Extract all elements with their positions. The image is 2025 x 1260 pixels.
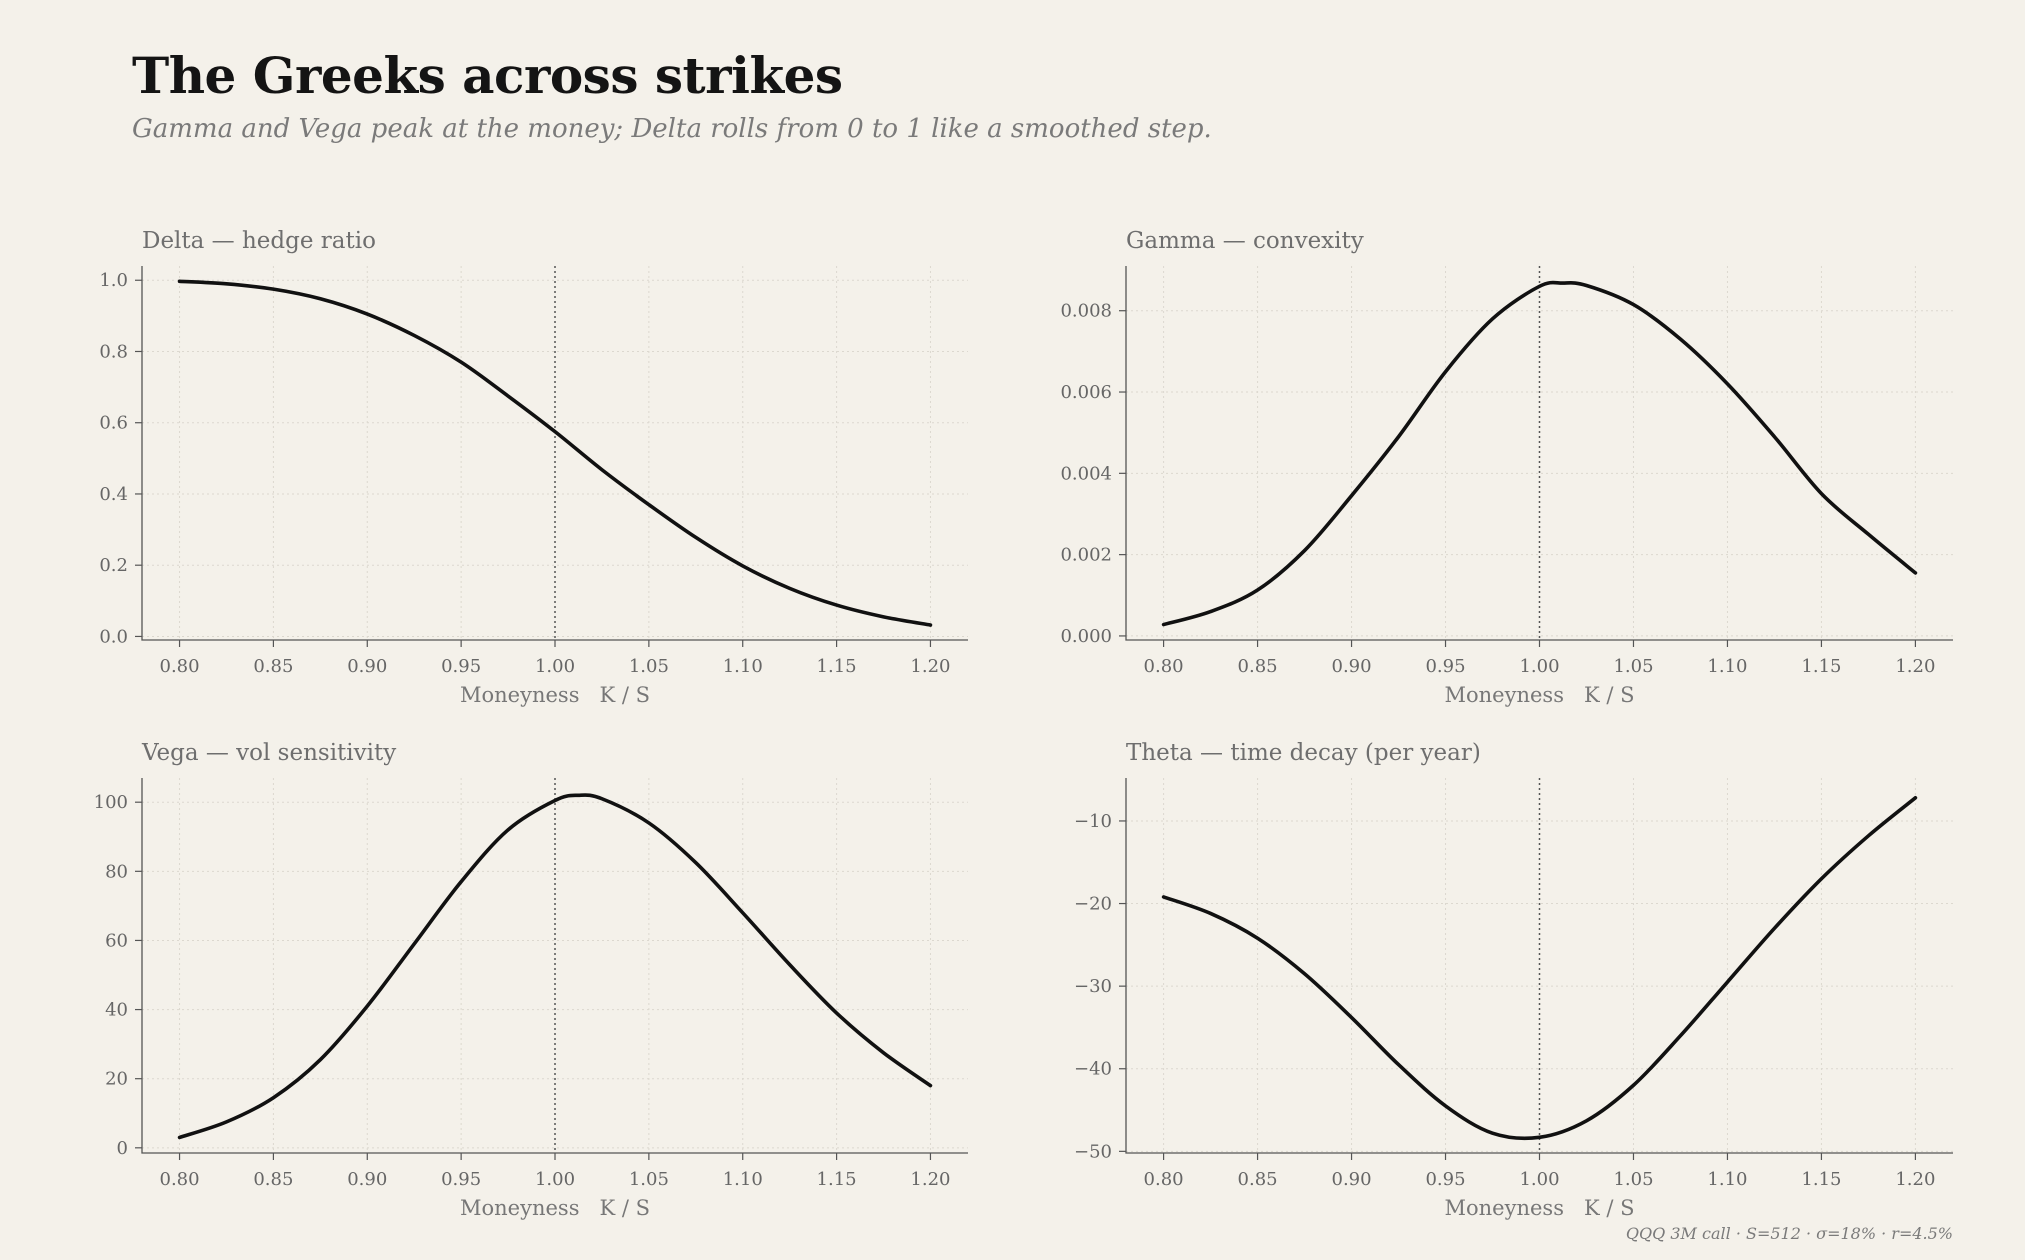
theta-x-axis-label: Moneyness K / S — [1445, 1196, 1635, 1220]
gamma-x-tick-label: 1.05 — [1613, 656, 1653, 677]
theta-x-tick-label: 1.15 — [1801, 1169, 1841, 1190]
gamma-y-tick-label: 0.008 — [1060, 301, 1112, 322]
delta-panel: Delta — hedge ratio 0.80 0.85 0.90 0.95 1.00 1… — [99, 228, 968, 707]
page-title: The Greeks across strikes — [132, 46, 843, 105]
vega-x-tick-label: 0.85 — [253, 1169, 293, 1190]
gamma-y-tick-label: 0.000 — [1060, 626, 1112, 647]
theta-x-tick-label: 1.10 — [1707, 1169, 1747, 1190]
gamma-x-tick-label: 0.90 — [1332, 656, 1372, 677]
theta-x-tick-label: 1.05 — [1613, 1169, 1653, 1190]
vega-x-tick-label: 1.05 — [629, 1169, 669, 1190]
delta-y-tick-label: 0.2 — [99, 555, 128, 576]
delta-axes — [141, 266, 968, 641]
gamma-series-line — [1161, 280, 1918, 627]
delta-x-tick-label: 0.90 — [347, 656, 387, 677]
theta-x-tick-label: 1.00 — [1519, 1169, 1559, 1190]
vega-axes — [141, 778, 968, 1154]
theta-x-tick-label: 0.85 — [1238, 1169, 1278, 1190]
vega-x-tick-label: 1.10 — [723, 1169, 763, 1190]
theta-panel: Theta — time decay (per year) 0.80 0.85 0.9… — [1074, 740, 1953, 1220]
delta-y-tick-label: 0.0 — [99, 626, 128, 647]
vega-y-tick-label: 20 — [105, 1069, 128, 1090]
vega-x-tick-label: 1.15 — [817, 1169, 857, 1190]
theta-y-tick-label: −20 — [1074, 894, 1112, 915]
vega-x-tick-label: 0.80 — [160, 1169, 200, 1190]
delta-x-tick-label: 0.80 — [160, 656, 200, 677]
delta-x-tick-label: 1.20 — [910, 656, 950, 677]
theta-x-tick-label: 1.20 — [1895, 1169, 1935, 1190]
delta-x-tick-label: 0.95 — [441, 656, 481, 677]
gamma-x-tick-label: 0.95 — [1425, 656, 1465, 677]
delta-series-line — [177, 279, 933, 627]
delta-x-tick-label: 1.00 — [535, 656, 575, 677]
delta-y-tick-label: 0.8 — [99, 341, 128, 362]
delta-panel-title: Delta — hedge ratio — [142, 228, 376, 254]
gamma-x-axis-label: Moneyness K / S — [1445, 683, 1635, 707]
gamma-y-tick-label: 0.006 — [1060, 382, 1112, 403]
vega-x-tick-label: 0.90 — [347, 1169, 387, 1190]
delta-x-tick-label: 1.05 — [629, 656, 669, 677]
gamma-y-tick-label: 0.002 — [1060, 545, 1112, 566]
delta-x-axis-label: Moneyness K / S — [460, 683, 650, 707]
vega-y-tick-label: 0 — [117, 1138, 128, 1159]
gamma-y-tick-label: 0.004 — [1060, 463, 1112, 484]
vega-x-tick-label: 1.00 — [535, 1169, 575, 1190]
theta-y-tick-label: −40 — [1074, 1059, 1112, 1080]
gamma-x-tick-label: 1.20 — [1895, 656, 1935, 677]
gamma-x-tick-label: 1.00 — [1519, 656, 1559, 677]
delta-y-tick-label: 1.0 — [99, 270, 128, 291]
vega-y-tick-label: 40 — [105, 1000, 128, 1021]
vega-y-tick-label: 60 — [105, 930, 128, 951]
page-subtitle: Gamma and Vega peak at the money; Delta … — [132, 114, 1212, 144]
theta-panel-title: Theta — time decay (per year) — [1126, 740, 1481, 766]
delta-x-tick-label: 1.15 — [817, 656, 857, 677]
gamma-panel: Gamma — convexity 0.80 0.85 0.90 0.95 1.00 1.0… — [1060, 228, 1953, 707]
gamma-x-tick-label: 0.80 — [1144, 656, 1184, 677]
vega-y-tick-label: 100 — [94, 792, 128, 813]
delta-y-tick-label: 0.4 — [99, 484, 128, 505]
gamma-x-tick-label: 0.85 — [1238, 656, 1278, 677]
gamma-x-tick-label: 1.10 — [1707, 656, 1747, 677]
vega-x-axis-label: Moneyness K / S — [460, 1196, 650, 1220]
vega-x-tick-label: 0.95 — [441, 1169, 481, 1190]
theta-x-tick-label: 0.90 — [1332, 1169, 1372, 1190]
footer-note: QQQ 3M call · S=512 · σ=18% · r=4.5% — [1625, 1224, 1953, 1243]
gamma-axes — [1125, 266, 1953, 641]
delta-y-tick-label: 0.6 — [99, 413, 128, 434]
vega-panel-title: Vega — vol sensitivity — [141, 740, 396, 766]
delta-x-tick-label: 0.85 — [253, 656, 293, 677]
vega-x-tick-label: 1.20 — [910, 1169, 950, 1190]
theta-y-tick-label: −10 — [1074, 811, 1112, 832]
vega-series-line — [177, 793, 933, 1140]
vega-y-tick-label: 80 — [105, 861, 128, 882]
theta-x-tick-label: 0.80 — [1144, 1169, 1184, 1190]
vega-panel: Vega — vol sensitivity 0.80 0.85 0.90 0.95 1.… — [94, 740, 968, 1220]
gamma-x-tick-label: 1.15 — [1801, 656, 1841, 677]
delta-x-tick-label: 1.10 — [723, 656, 763, 677]
theta-x-tick-label: 0.95 — [1425, 1169, 1465, 1190]
gamma-panel-title: Gamma — convexity — [1126, 228, 1364, 254]
theta-y-tick-label: −50 — [1074, 1141, 1112, 1162]
theta-y-tick-label: −30 — [1074, 976, 1112, 997]
theta-series-line — [1161, 796, 1918, 1141]
